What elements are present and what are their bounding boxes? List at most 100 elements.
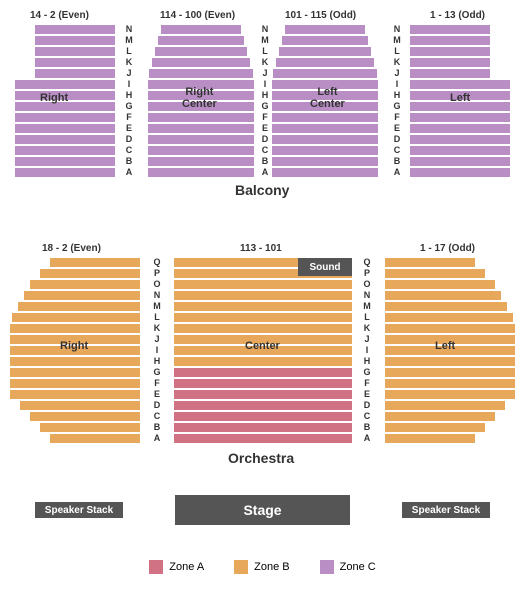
row-letter: Q [360, 258, 374, 267]
seat-row [15, 135, 115, 144]
row-letter: F [150, 379, 164, 388]
seat-row [410, 69, 490, 78]
seat-row [174, 291, 352, 300]
row-letter: M [360, 302, 374, 311]
seat-row [35, 58, 115, 67]
seat-row [148, 135, 254, 144]
seat-row [272, 146, 378, 155]
row-letter: P [150, 269, 164, 278]
row-letter: Q [150, 258, 164, 267]
seat-row [35, 69, 115, 78]
row-letter: F [360, 379, 374, 388]
seat-row [35, 25, 115, 34]
orch-right-label: Right [60, 340, 88, 352]
balcony-right-label: Right [40, 92, 68, 104]
row-letter: A [122, 168, 136, 177]
row-letter: M [258, 36, 272, 45]
seat-row [410, 36, 490, 45]
row-letter: C [390, 146, 404, 155]
legend-item: Zone A [149, 560, 204, 574]
orch-left-range: 1 - 17 (Odd) [420, 243, 475, 254]
seat-row [174, 302, 352, 311]
row-letter: C [360, 412, 374, 421]
seat-row [15, 113, 115, 122]
seat-row [174, 368, 352, 377]
seat-row [152, 58, 250, 67]
row-letter: A [390, 168, 404, 177]
seat-row [174, 357, 352, 366]
row-letter: N [390, 25, 404, 34]
row-letter: J [390, 69, 404, 78]
row-letter: D [122, 135, 136, 144]
orchestra-rowlabels-1: QPONMLKJIHGFEDCBA [150, 258, 164, 443]
row-letter: L [390, 47, 404, 56]
row-letter: D [390, 135, 404, 144]
orchestra-title: Orchestra [228, 450, 294, 466]
seat-row [158, 36, 244, 45]
balcony-left-range: 1 - 13 (Odd) [430, 10, 485, 21]
seat-row [18, 302, 140, 311]
row-letter: J [150, 335, 164, 344]
row-letter: I [122, 80, 136, 89]
seat-row [385, 357, 515, 366]
seat-row [385, 423, 485, 432]
row-letter: K [390, 58, 404, 67]
balcony-title: Balcony [235, 182, 289, 198]
seat-row [385, 401, 505, 410]
row-letter: K [360, 324, 374, 333]
seat-row [174, 434, 352, 443]
seat-row [174, 401, 352, 410]
seat-row [385, 280, 495, 289]
row-letter: P [360, 269, 374, 278]
legend-swatch [234, 560, 248, 574]
row-letter: F [390, 113, 404, 122]
row-letter: E [360, 390, 374, 399]
seat-row [174, 313, 352, 322]
seat-row [410, 58, 490, 67]
balcony-lc-range: 101 - 115 (Odd) [285, 10, 356, 21]
seat-row [385, 368, 515, 377]
row-letter: M [390, 36, 404, 45]
seat-row [174, 423, 352, 432]
orch-left-label: Left [435, 340, 455, 352]
row-letter: O [360, 280, 374, 289]
seat-row [50, 258, 140, 267]
row-letter: N [122, 25, 136, 34]
seat-row [410, 124, 510, 133]
seat-row [35, 36, 115, 45]
seat-row [40, 269, 140, 278]
seat-row [410, 25, 490, 34]
seat-row [385, 379, 515, 388]
seat-row [385, 434, 475, 443]
row-letter: I [360, 346, 374, 355]
orchestra-rowlabels-2: QPONMLKJIHGFEDCBA [360, 258, 374, 443]
seat-row [174, 379, 352, 388]
seat-row [410, 146, 510, 155]
seat-row [276, 58, 374, 67]
legend: Zone AZone BZone C [0, 560, 525, 574]
row-letter: I [150, 346, 164, 355]
row-letter: L [150, 313, 164, 322]
seat-row [282, 36, 368, 45]
seat-row [15, 80, 115, 89]
row-letter: A [258, 168, 272, 177]
row-letter: B [122, 157, 136, 166]
seat-row [272, 113, 378, 122]
orch-center-range: 113 - 101 [240, 243, 282, 254]
sound-box: Sound [298, 258, 352, 276]
balcony-lc-label: Left Center [310, 86, 345, 110]
balcony-rowlabels-2: NMLKJIHGFEDCBA [258, 25, 272, 177]
speaker-right: Speaker Stack [402, 502, 490, 518]
orch-center-label: Center [245, 340, 280, 352]
seat-row [40, 423, 140, 432]
seat-row [24, 291, 140, 300]
row-letter: G [122, 102, 136, 111]
seat-row [10, 390, 140, 399]
legend-label: Zone B [254, 561, 289, 573]
legend-swatch [149, 560, 163, 574]
row-letter: K [258, 58, 272, 67]
row-letter: C [122, 146, 136, 155]
row-letter: M [122, 36, 136, 45]
seat-row [279, 47, 371, 56]
speaker-left: Speaker Stack [35, 502, 123, 518]
